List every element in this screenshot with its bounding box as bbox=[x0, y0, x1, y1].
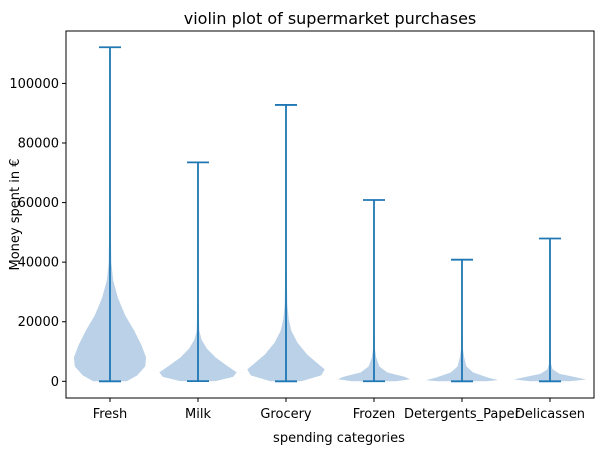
x-tick-label: Delicassen bbox=[515, 407, 585, 422]
y-axis-label: Money spent in € bbox=[8, 159, 23, 271]
plot-frame bbox=[65, 30, 595, 399]
y-tick-label: 0 bbox=[51, 375, 59, 390]
x-axis-label: spending categories bbox=[273, 431, 405, 446]
y-tick-label: 80000 bbox=[18, 137, 59, 152]
y-axis-ticks: 0 20000 40000 60000 80000 100000 bbox=[9, 77, 66, 390]
y-tick-label: 100000 bbox=[9, 77, 59, 92]
x-tick-label: Fresh bbox=[93, 407, 128, 422]
y-tick-label: 60000 bbox=[18, 196, 59, 211]
y-tick-label: 40000 bbox=[18, 256, 59, 271]
y-tick-label: 20000 bbox=[18, 315, 59, 330]
x-tick-label: Frozen bbox=[353, 407, 396, 422]
x-tick-label: Detergents_Paper bbox=[404, 407, 521, 422]
x-axis-ticks: Fresh Milk Grocery Frozen Detergents_PaperDe… bbox=[93, 398, 585, 422]
chart-title: violin plot of supermarket purchases bbox=[184, 9, 477, 28]
violin-group bbox=[73, 46, 587, 383]
x-tick-label: Grocery bbox=[260, 407, 312, 422]
x-tick-label: Milk bbox=[185, 407, 211, 422]
